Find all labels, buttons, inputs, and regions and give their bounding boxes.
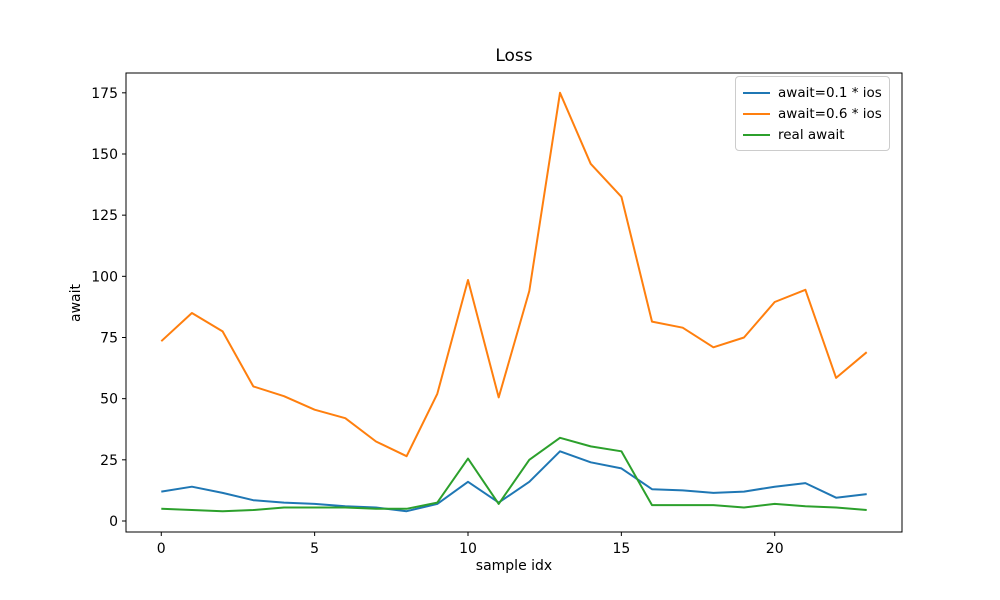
chart-title: Loss bbox=[495, 46, 533, 66]
x-tick-label: 5 bbox=[310, 541, 319, 557]
legend-label: await=0.1 * ios bbox=[778, 84, 882, 101]
legend-item-await-06-ios: await=0.6 * ios bbox=[743, 103, 882, 124]
y-tick-label: 125 bbox=[91, 208, 118, 224]
x-tick-label: 15 bbox=[612, 541, 630, 557]
legend-line-swatch-green-icon bbox=[743, 133, 770, 136]
y-tick-label: 50 bbox=[100, 392, 118, 408]
y-tick-label: 175 bbox=[91, 86, 118, 102]
y-tick-label: 100 bbox=[91, 269, 118, 285]
x-tick-label: 0 bbox=[157, 541, 166, 557]
legend-item-real-await: real await bbox=[743, 124, 882, 145]
legend-line-swatch-blue-icon bbox=[743, 91, 770, 94]
x-tick-label: 20 bbox=[766, 541, 784, 557]
legend-label: real await bbox=[778, 126, 845, 143]
series-line-0 bbox=[161, 450, 867, 513]
legend: await=0.1 * ios await=0.6 * ios real awa… bbox=[735, 76, 890, 151]
y-axis-label: await bbox=[68, 284, 84, 322]
y-tick-label: 25 bbox=[100, 453, 118, 469]
legend-label: await=0.6 * ios bbox=[778, 105, 882, 122]
legend-item-await-01-ios: await=0.1 * ios bbox=[743, 82, 882, 103]
y-tick-label: 75 bbox=[100, 330, 118, 346]
y-tick-label: 150 bbox=[91, 147, 118, 163]
x-axis-label: sample idx bbox=[475, 558, 553, 574]
x-tick-label: 10 bbox=[459, 541, 477, 557]
series-line-2 bbox=[161, 436, 867, 513]
y-tick-label: 0 bbox=[109, 514, 118, 530]
legend-line-swatch-orange-icon bbox=[743, 112, 770, 115]
series-line-1 bbox=[160, 91, 868, 458]
axes-frame bbox=[125, 72, 903, 533]
